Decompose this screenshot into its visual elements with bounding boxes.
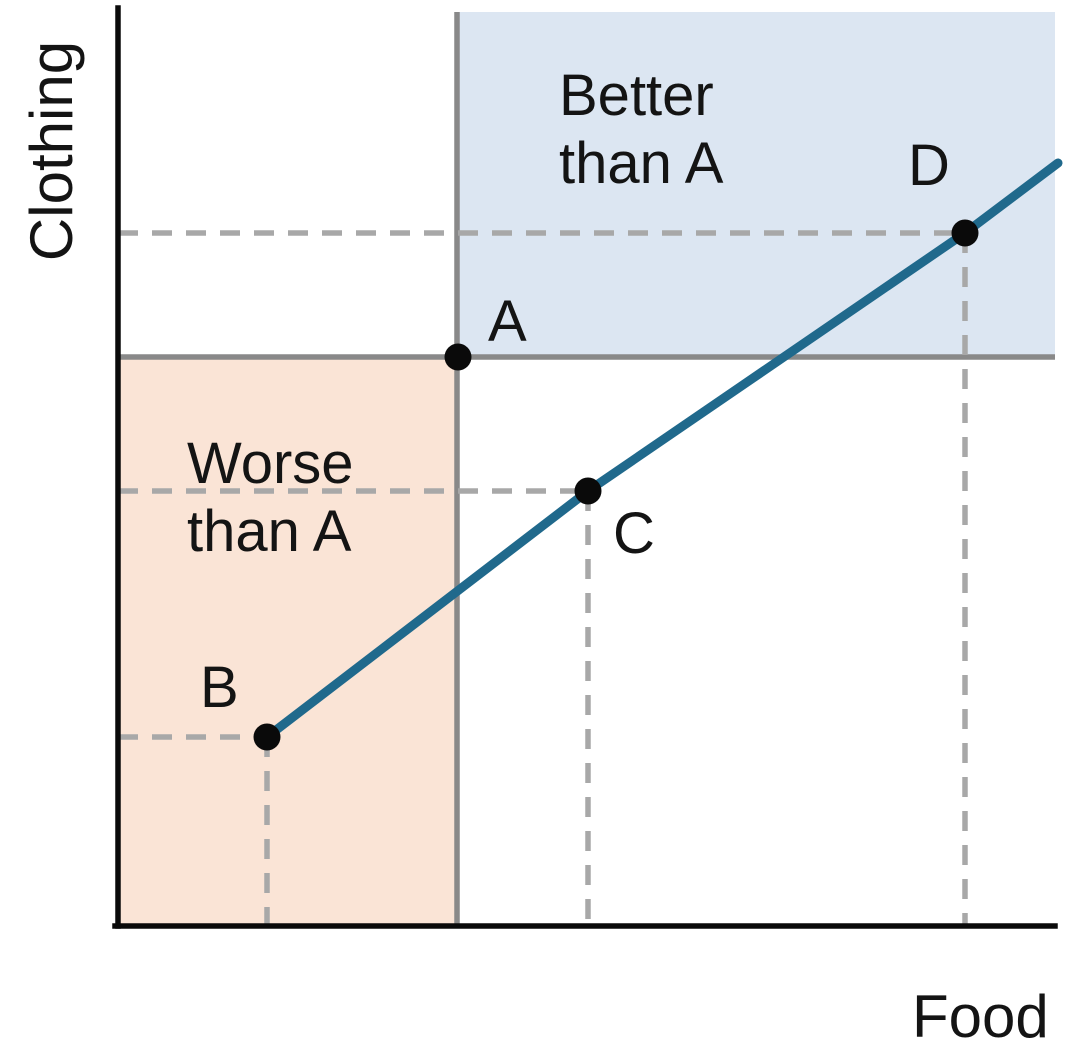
point-d-label: D [908, 133, 950, 198]
better-label-line1: Better [559, 63, 714, 128]
y-axis-label: Clothing [18, 41, 85, 261]
worse-than-a-label: Worse than A [187, 431, 354, 564]
worse-label-line2: than A [187, 499, 352, 564]
point-c-dot [574, 477, 602, 505]
data-points [253, 219, 979, 751]
point-a-dot [444, 343, 472, 371]
worse-label-line1: Worse [187, 431, 354, 496]
dashed-guides [118, 230, 968, 926]
better-label-line2: than A [559, 131, 724, 196]
x-axis-label: Food [912, 983, 1049, 1050]
point-labels: A B C D [200, 133, 950, 720]
better-than-a-label: Better than A [559, 63, 724, 196]
worse-than-a-region [120, 357, 457, 926]
point-d-dot [951, 219, 979, 247]
point-a-label: A [488, 289, 527, 354]
point-b-dot [253, 723, 281, 751]
indifference-curve [262, 158, 1063, 742]
point-b-label: B [200, 655, 239, 720]
point-c-label: C [613, 501, 655, 566]
better-than-a-region [457, 12, 1055, 357]
